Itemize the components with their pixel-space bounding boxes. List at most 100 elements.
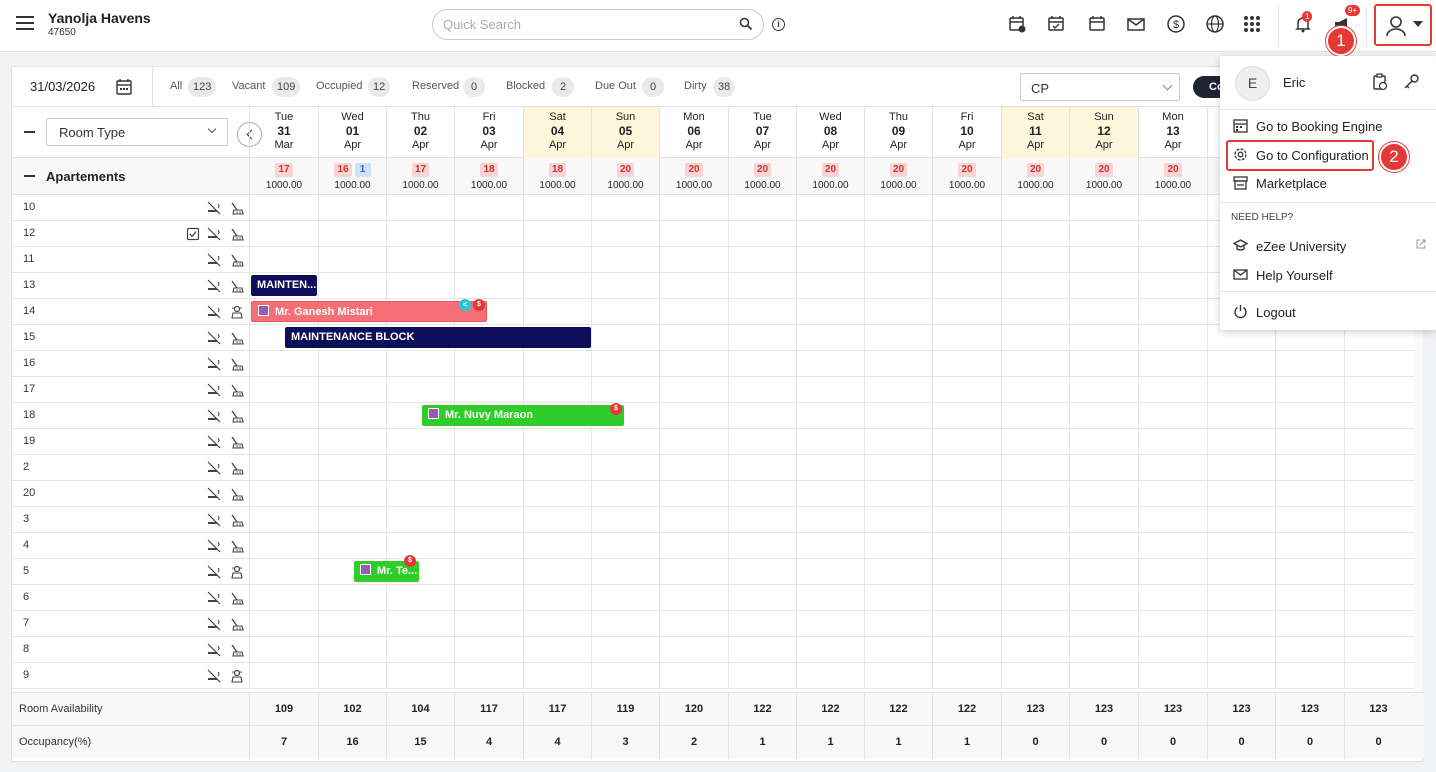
grid-cell[interactable] — [1001, 663, 1069, 689]
housekeeping-icon[interactable] — [230, 461, 244, 475]
maintenance-block[interactable]: MAINTEN... — [251, 275, 317, 296]
room-row[interactable]: 12 — [12, 221, 1414, 247]
grid-cell[interactable] — [728, 273, 796, 299]
no-smoking-icon[interactable] — [207, 331, 221, 345]
grid-cell[interactable] — [318, 455, 386, 481]
grid-cell[interactable] — [1001, 403, 1069, 429]
housekeeping-icon[interactable] — [230, 539, 244, 553]
apps-grid-icon[interactable] — [1242, 14, 1262, 34]
room-row[interactable]: 4 — [12, 533, 1414, 559]
grid-cell[interactable] — [932, 377, 1001, 403]
no-smoking-icon[interactable] — [207, 305, 221, 319]
grid-cell[interactable] — [864, 455, 932, 481]
info-icon[interactable]: i — [772, 18, 785, 31]
grid-cell[interactable] — [318, 585, 386, 611]
grid-cell[interactable] — [1138, 663, 1207, 689]
grid-cell[interactable] — [1207, 559, 1275, 585]
grid-cell[interactable] — [1275, 377, 1344, 403]
grid-cell[interactable] — [1207, 299, 1275, 325]
grid-cell[interactable] — [249, 221, 318, 247]
grid-cell[interactable] — [1138, 507, 1207, 533]
grid-cell[interactable] — [1138, 195, 1207, 221]
grid-cell[interactable] — [523, 377, 591, 403]
grid-cell[interactable] — [728, 299, 796, 325]
grid-cell[interactable] — [318, 221, 386, 247]
grid-cell[interactable] — [659, 533, 728, 559]
no-smoking-icon[interactable] — [207, 435, 221, 449]
grid-cell[interactable] — [1001, 325, 1069, 351]
grid-cell[interactable] — [932, 507, 1001, 533]
grid-cell[interactable] — [523, 247, 591, 273]
grid-cell[interactable] — [386, 533, 454, 559]
no-smoking-icon[interactable] — [207, 409, 221, 423]
grid-cell[interactable] — [1138, 299, 1207, 325]
grid-cell[interactable] — [728, 585, 796, 611]
calendar-icon[interactable] — [1087, 14, 1107, 34]
grid-cell[interactable] — [454, 273, 523, 299]
collapse-all-icon[interactable] — [24, 131, 35, 133]
grid-cell[interactable] — [1275, 429, 1344, 455]
grid-cell[interactable] — [1207, 247, 1275, 273]
grid-cell[interactable] — [1001, 299, 1069, 325]
grid-cell[interactable] — [728, 455, 796, 481]
grid-cell[interactable] — [659, 481, 728, 507]
grid-cell[interactable] — [864, 325, 932, 351]
booking-bar[interactable]: Mr. Ganesh Mistari — [251, 301, 487, 322]
grid-cell[interactable] — [796, 351, 864, 377]
grid-cell[interactable] — [249, 533, 318, 559]
grid-cell[interactable] — [1069, 481, 1138, 507]
grid-cell[interactable] — [932, 299, 1001, 325]
grid-cell[interactable] — [591, 377, 659, 403]
grid-cell[interactable] — [523, 507, 591, 533]
grid-cell[interactable] — [1138, 481, 1207, 507]
grid-cell[interactable] — [318, 611, 386, 637]
grid-cell[interactable] — [796, 481, 864, 507]
no-smoking-icon[interactable] — [207, 513, 221, 527]
grid-cell[interactable] — [249, 637, 318, 663]
grid-cell[interactable] — [864, 403, 932, 429]
grid-cell[interactable] — [932, 585, 1001, 611]
menu-item-ezee-university[interactable]: eZee University — [1220, 233, 1436, 259]
globe-icon[interactable] — [1205, 14, 1225, 34]
grid-cell[interactable] — [1069, 351, 1138, 377]
grid-cell[interactable] — [932, 611, 1001, 637]
grid-cell[interactable] — [864, 247, 932, 273]
grid-cell[interactable] — [659, 403, 728, 429]
grid-cell[interactable] — [454, 481, 523, 507]
grid-cell[interactable] — [796, 221, 864, 247]
grid-cell[interactable] — [1344, 611, 1412, 637]
grid-cell[interactable] — [454, 507, 523, 533]
grid-cell[interactable] — [318, 247, 386, 273]
grid-cell[interactable] — [932, 481, 1001, 507]
grid-cell[interactable] — [249, 273, 318, 299]
grid-cell[interactable] — [318, 663, 386, 689]
grid-cell[interactable] — [454, 377, 523, 403]
grid-cell[interactable] — [1275, 403, 1344, 429]
grid-cell[interactable] — [1138, 611, 1207, 637]
grid-cell[interactable] — [1138, 351, 1207, 377]
grid-cell[interactable] — [1138, 429, 1207, 455]
grid-cell[interactable] — [523, 637, 591, 663]
grid-cell[interactable] — [659, 299, 728, 325]
grid-cell[interactable] — [523, 299, 591, 325]
grid-cell[interactable] — [523, 455, 591, 481]
calendar-add-icon[interactable] — [1007, 14, 1027, 34]
grid-cell[interactable] — [454, 221, 523, 247]
grid-cell[interactable] — [1344, 507, 1412, 533]
grid-cell[interactable] — [659, 663, 728, 689]
grid-cell[interactable] — [249, 507, 318, 533]
grid-cell[interactable] — [796, 247, 864, 273]
grid-cell[interactable] — [728, 637, 796, 663]
grid-cell[interactable] — [864, 273, 932, 299]
grid-cell[interactable] — [386, 611, 454, 637]
grid-cell[interactable] — [454, 533, 523, 559]
grid-cell[interactable] — [1207, 429, 1275, 455]
grid-cell[interactable] — [454, 455, 523, 481]
menu-item-configuration[interactable]: Go to Configuration — [1220, 142, 1436, 168]
menu-item-logout[interactable]: Logout — [1220, 299, 1436, 325]
grid-cell[interactable] — [1001, 195, 1069, 221]
grid-cell[interactable] — [454, 611, 523, 637]
grid-cell[interactable] — [249, 455, 318, 481]
grid-cell[interactable] — [1001, 351, 1069, 377]
grid-cell[interactable] — [932, 325, 1001, 351]
